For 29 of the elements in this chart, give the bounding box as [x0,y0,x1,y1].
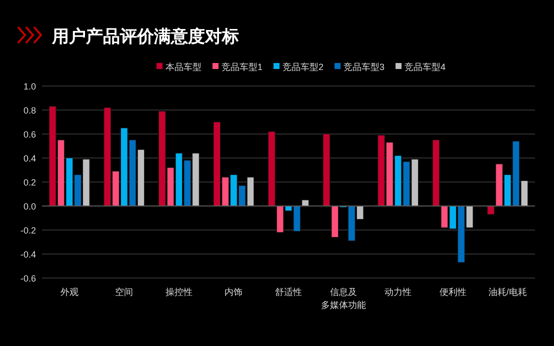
x-tick-label: 操控性 [165,287,192,297]
bar [487,206,494,215]
x-tick-label: 空间 [115,287,134,297]
bar [322,134,330,206]
y-tick-label: -0.6 [20,274,36,284]
chart-title: 用户产品评价满意度对标 [51,27,239,46]
y-tick-label: -0.4 [20,250,36,260]
bar [302,200,309,206]
x-tick-label: 便利性 [439,287,466,297]
y-tick-label: 1.0 [23,82,36,92]
legend-label: 竞品车型2 [282,62,324,72]
legend-label: 竞品车型1 [222,62,263,72]
x-tick-label: 信息及多媒体功能 [320,287,366,310]
bar [268,131,276,206]
legend-label: 竞品车型3 [344,62,385,72]
x-tick-label: 油耗/电耗 [488,287,527,297]
y-tick-label: 0.0 [23,202,36,212]
y-tick-label: 0.2 [23,178,36,188]
x-tick-label: 舒适性 [275,287,302,297]
x-tick-label: 动力性 [384,287,412,297]
x-tick-label: 内饰 [224,287,243,297]
bar [432,140,440,206]
y-tick-label: 0.6 [23,130,36,140]
x-tick-label: 外观 [60,287,78,297]
legend-label: 本品车型 [166,62,202,72]
legend-label: 竞品车型4 [404,62,446,72]
y-tick-label: 0.8 [23,106,36,116]
y-tick-label: -0.2 [20,226,36,236]
y-tick-label: 0.4 [23,154,36,164]
